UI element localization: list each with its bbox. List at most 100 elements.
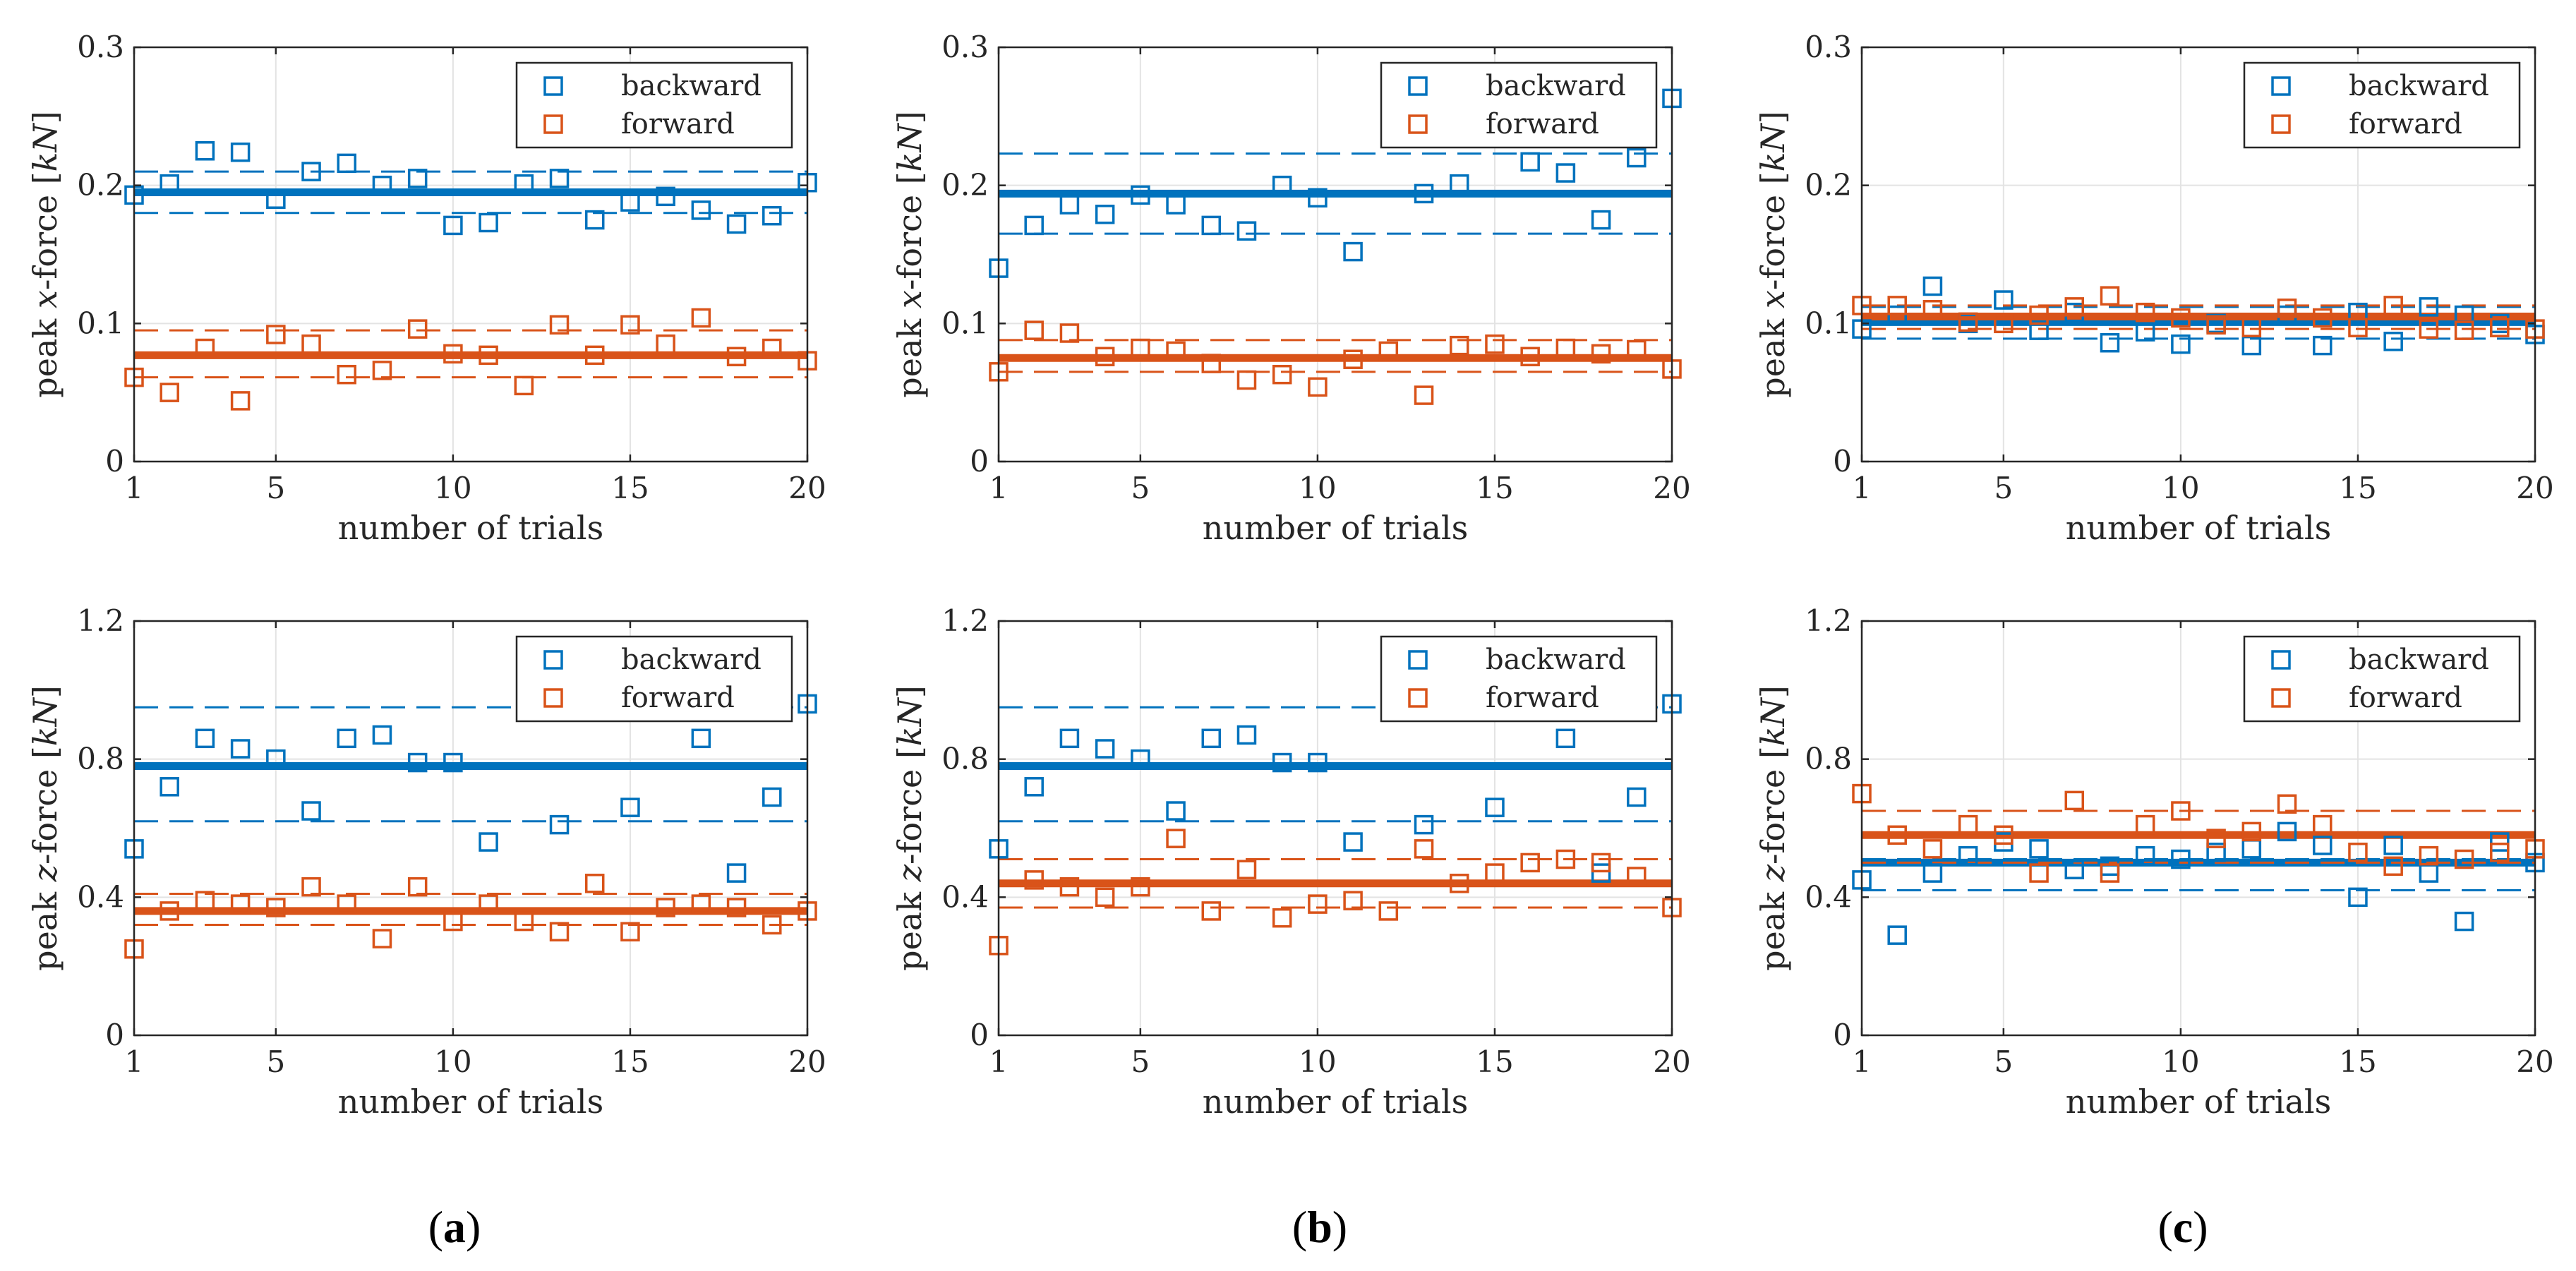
chart-5-backward-point	[1166, 801, 1186, 821]
chart-6-forward-point	[1994, 825, 2014, 845]
chart-5-forward-point	[1520, 853, 1540, 873]
chart-2-backward-point	[1449, 174, 1469, 194]
chart-6-axes-box	[1860, 620, 2536, 1037]
chart-6-x-tick-label: 15	[2339, 1044, 2376, 1079]
chart-1-backward-point	[762, 205, 782, 226]
chart-6-x-tick-label: 5	[1994, 1044, 2013, 1079]
chart-1-x-tick-label: 1	[125, 471, 144, 505]
chart-6-backward-point	[2064, 860, 2085, 879]
chart-6-y-tick-label: 0.4	[1805, 879, 1852, 914]
chart-4-forward-point	[762, 915, 782, 935]
chart-2-legend: backward forward	[1380, 61, 1658, 149]
chart-1-forward-point	[337, 364, 357, 385]
chart-5-forward-point	[1236, 860, 1257, 879]
chart-1-forward-point	[301, 334, 321, 354]
chart-4-y-axis-label: peak z-force [kN]	[26, 685, 64, 971]
chart-5-y-tick-label: 1.2	[941, 603, 989, 638]
chart-3-forward-point	[1994, 313, 2014, 334]
chart-6-forward-point	[2454, 849, 2474, 869]
chart-1-legend-marker-forward	[543, 114, 563, 134]
chart-2-forward-point	[1059, 323, 1080, 343]
chart-6-forward-point	[2100, 863, 2120, 883]
chart-6-forward-point	[2490, 842, 2510, 862]
chart-3-backward-point	[2383, 332, 2403, 351]
chart-2-legend-label-forward: forward	[1486, 108, 1599, 140]
chart-2-forward-point	[1095, 347, 1115, 367]
chart-5-backward-point	[1236, 725, 1257, 745]
chart-5-forward-point	[1131, 877, 1150, 897]
chart-3-forward-point	[2348, 318, 2368, 337]
chart-5-legend-marker-forward	[1408, 688, 1428, 708]
chart-3-backward-point	[2171, 334, 2191, 354]
chart-1-forward-point	[691, 308, 711, 328]
chart-6-forward-point	[2312, 814, 2333, 835]
chart-3-forward-point	[1958, 312, 1978, 332]
chart-1-backward-point	[479, 212, 498, 233]
chart-1-forward-point	[479, 345, 498, 366]
chart-6-legend-label-backward: backward	[2349, 644, 2489, 676]
chart-4-backward-point	[407, 752, 428, 773]
chart-6-forward-point	[1887, 825, 1907, 845]
chart-3-x-tick-label: 15	[2339, 471, 2376, 505]
chart-3-x-tick-label: 10	[2162, 471, 2199, 505]
chart-4-forward-point	[337, 894, 357, 914]
chart-3-x-axis-label: number of trials	[2066, 509, 2331, 547]
chart-1-backward-point	[514, 174, 534, 194]
chart-5-legend-label-forward: forward	[1486, 682, 1599, 714]
chart-1-backward-point	[584, 210, 605, 230]
chart-2-backward-point	[1591, 210, 1611, 230]
chart-2-y-tick-label: 0.2	[941, 168, 989, 203]
chart-2-forward-point	[1378, 341, 1399, 361]
chart-2-backward-point	[1555, 163, 1576, 183]
chart-5-forward-point	[1555, 849, 1576, 869]
chart-2-y-tick-label: 0.1	[941, 306, 989, 340]
chart-6-backward-point	[2277, 821, 2297, 842]
captions: (a) (b) (c)	[428, 1202, 2208, 1252]
chart-2-backward-point	[1272, 175, 1292, 195]
chart-3-backward-point	[2454, 305, 2474, 325]
chart-5-backward-point	[1059, 728, 1080, 749]
chart-5-backward-point	[1131, 749, 1150, 769]
chart-3-forward-point	[1887, 296, 1907, 315]
chart-3-y-tick-label: 0.2	[1805, 168, 1852, 203]
chart-3-legend-marker-forward	[2271, 114, 2291, 134]
chart-3-x-tick-label: 5	[1994, 471, 2013, 505]
chart-2-forward-point	[1485, 334, 1505, 354]
chart-2-forward-point	[1272, 364, 1292, 385]
chart-6-x-axis-label: number of trials	[2066, 1083, 2331, 1121]
chart-1-legend-label-forward: forward	[621, 108, 735, 140]
chart-4-backward-point	[726, 863, 747, 883]
chart-1-forward-point	[195, 338, 215, 359]
chart-2-x-tick-label: 15	[1476, 471, 1513, 505]
chart-5-backward-point	[1591, 863, 1611, 883]
chart-3-y-tick-label: 0.3	[1805, 30, 1852, 64]
chart-4-backward-point	[549, 814, 570, 835]
chart-5-forward-point	[1166, 829, 1186, 848]
chart-4-forward-point	[372, 929, 392, 948]
chart-5-forward-point	[1201, 901, 1222, 921]
chart-1-forward-point	[266, 325, 286, 344]
chart-2-backward-point	[1131, 185, 1150, 205]
chart-4-forward-point	[726, 898, 747, 917]
chart-2-axes-box	[997, 46, 1673, 463]
chart-6-forward-point	[2206, 829, 2226, 848]
chart-6-forward-point	[2348, 842, 2368, 862]
chart-4-y-tick-label: 0	[105, 1018, 124, 1052]
chart-4-x-tick-label: 20	[788, 1044, 826, 1079]
chart-4-forward-point	[407, 877, 428, 897]
chart-2-backward-point	[1095, 205, 1115, 224]
chart-1-forward-point	[230, 391, 251, 411]
chart-5-y-tick-label: 0.8	[941, 742, 989, 776]
chart-1-backward-point	[549, 169, 570, 188]
chart-4-forward-point	[584, 874, 605, 893]
chart-3-backward-point	[2135, 322, 2155, 342]
chart-6-backward-point	[2348, 887, 2368, 908]
chart-6-forward-point	[2277, 794, 2297, 814]
chart-2-x-tick-label: 1	[989, 471, 1009, 505]
chart-6-forward-point	[2029, 863, 2049, 883]
chart-5-legend-marker-backward	[1408, 650, 1428, 670]
chart-2-backward-point	[1627, 147, 1647, 168]
chart-3-forward-point	[2277, 299, 2297, 318]
chart-4-forward-point	[443, 911, 463, 932]
chart-2-forward-point	[1166, 341, 1186, 361]
